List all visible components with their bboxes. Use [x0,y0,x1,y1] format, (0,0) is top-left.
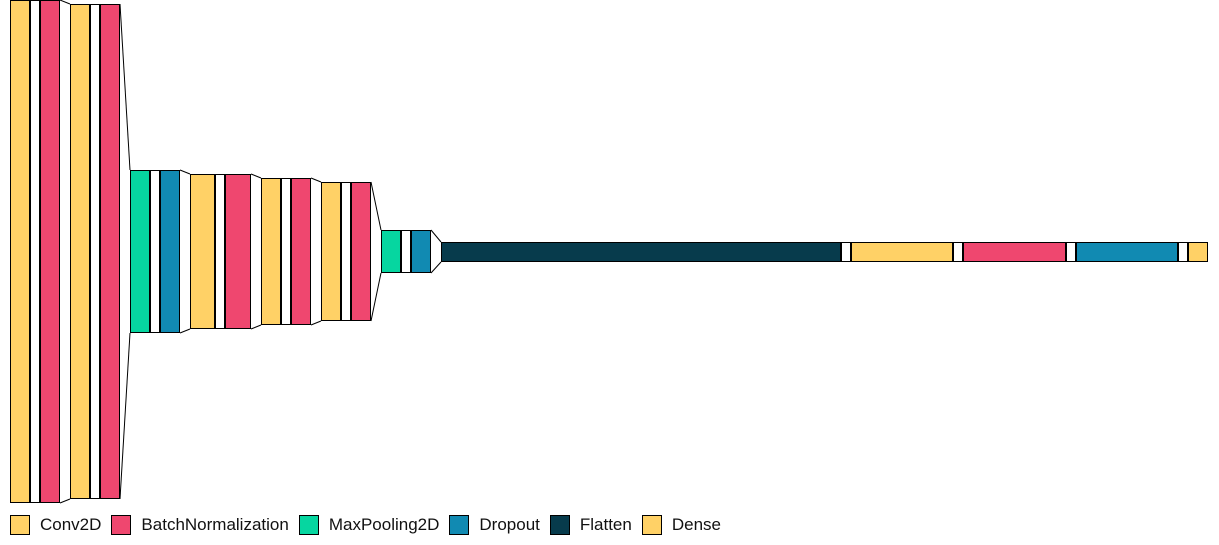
connector-bottom-line [430,261,442,274]
connector-bottom-line [179,328,191,334]
legend-item-conv2d: Conv2D [10,515,101,535]
legend-swatch-conv2d [10,515,30,535]
legend-item-dense: Dense [641,515,721,535]
legend-label-maxpooling2d: MaxPooling2D [328,515,440,534]
batchnormalization-layer [100,4,120,499]
legend-swatch-maxpooling2d [298,515,319,535]
maxpooling2d-layer [381,230,401,273]
layer-spacer [1178,242,1188,262]
connector-bottom-line [310,320,322,326]
legend-swatch-batchnormalization [111,515,132,535]
legend-label-dense: Dense [671,515,721,534]
connector-bottom-line [250,324,262,330]
connector-bottom-line [370,272,382,322]
connector-bottom-line [119,332,131,500]
batchnormalization-layer [963,242,1066,262]
legend-item-batchnormalization: BatchNormalization [111,515,289,535]
dropout-layer [411,230,431,273]
legend-label-batchnormalization: BatchNormalization [141,515,289,534]
batchnormalization-layer [225,174,251,329]
layer-spacer [30,0,40,503]
connector-top-line [119,3,131,171]
layer-spacer [1066,242,1076,262]
legend-item-dropout: Dropout [449,515,540,535]
dropout-layer [1076,242,1178,262]
legend-label-conv2d: Conv2D [40,515,102,534]
maxpooling2d-layer [130,170,150,333]
layer-connectors [59,0,442,504]
connector-top-line [59,0,71,5]
legend-swatch-dropout [449,515,470,535]
connector-top-line [430,229,442,243]
dense-layer [851,242,953,262]
conv2d-layer [10,0,30,503]
layer-spacer [150,170,160,333]
dropout-layer [160,170,180,333]
legend: Conv2D BatchNormalization MaxPooling2D D… [10,514,731,536]
layer-spacer [281,178,291,325]
layer-spacer [401,230,411,273]
legend-label-flatten: Flatten [579,515,632,534]
network-architecture-diagram [10,0,1208,504]
legend-item-maxpooling2d: MaxPooling2D [298,515,440,535]
batchnormalization-layer [291,178,311,325]
legend-swatch-dense [641,515,662,535]
layer-blocks [10,0,1208,503]
legend-label-dropout: Dropout [479,515,540,534]
layer-spacer [90,4,100,499]
connector-top-line [310,177,322,183]
layer-spacer [841,242,851,262]
dense-layer [1188,242,1208,262]
connector-top-line [250,173,262,179]
layer-spacer [215,174,225,329]
connector-top-line [179,169,191,175]
legend-swatch-flatten [549,515,570,535]
layer-spacer [341,182,351,321]
connector-bottom-line [59,498,71,504]
connector-top-line [370,181,382,231]
conv2d-layer [321,182,341,321]
conv2d-layer [70,4,90,499]
layer-spacer [953,242,963,262]
legend-item-flatten: Flatten [549,515,632,535]
batchnormalization-layer [40,0,60,503]
flatten-layer [441,242,841,262]
conv2d-layer [261,178,281,325]
batchnormalization-layer [351,182,371,321]
conv2d-layer [190,174,215,329]
